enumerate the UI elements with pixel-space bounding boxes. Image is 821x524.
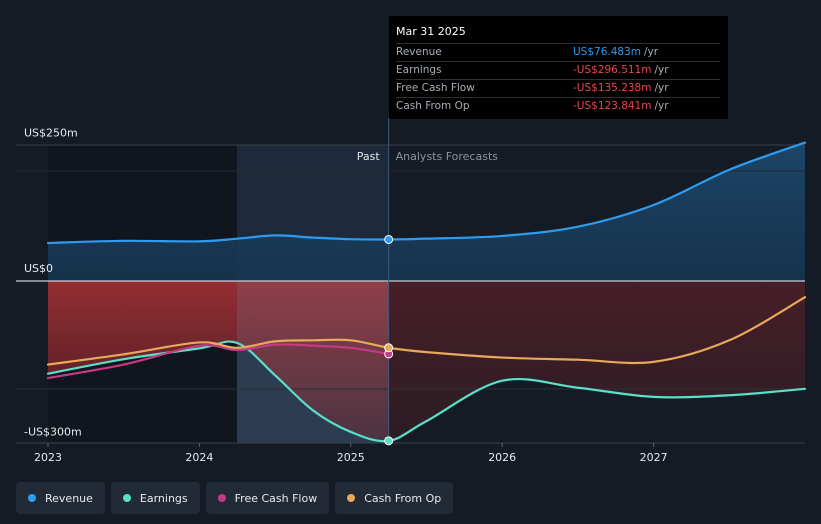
legend: Revenue Earnings Free Cash Flow Cash Fro… (16, 482, 454, 514)
free-cash-flow-line (46, 343, 390, 380)
legend-label: Revenue (45, 491, 93, 505)
tooltip-unit: /yr (654, 100, 669, 112)
legend-item-free-cash-flow[interactable]: Free Cash Flow (205, 482, 330, 514)
tooltip-label: Revenue (396, 46, 442, 58)
y-axis-label: -US$300m (24, 426, 82, 439)
tooltip-unit: /yr (654, 82, 669, 94)
tooltip-label: Cash From Op (396, 100, 470, 112)
x-tick-label: 2026 (488, 451, 516, 464)
tooltip-value: -US$296.511m (573, 64, 652, 76)
forecast-label: Analysts Forecasts (396, 150, 499, 163)
earnings-line (46, 340, 807, 443)
past-label: Past (357, 150, 381, 163)
legend-dot-icon (347, 494, 356, 502)
legend-label: Earnings (139, 491, 188, 505)
x-tick-label: 2025 (337, 451, 365, 464)
x-tick-label: 2027 (640, 451, 668, 464)
past-highlight-overlay (237, 281, 389, 443)
revenue-area (48, 142, 805, 281)
y-axis-label: US$0 (24, 262, 53, 275)
revenue-marker (384, 234, 394, 244)
x-tick-label: 2024 (185, 451, 213, 464)
x-tick-label: 2023 (34, 451, 62, 464)
earnings-marker (384, 436, 394, 446)
legend-dot-icon (217, 494, 226, 502)
tooltip-value: -US$123.841m (573, 100, 652, 112)
legend-label: Cash From Op (364, 491, 442, 505)
legend-item-revenue[interactable]: Revenue (16, 482, 105, 514)
tooltip-date: Mar 31 2025 (396, 25, 466, 38)
y-axis-label: US$250m (24, 126, 78, 139)
legend-item-cash-from-op[interactable]: Cash From Op (335, 482, 454, 514)
legend-dot-icon (122, 494, 131, 502)
tooltip-label: Free Cash Flow (396, 82, 475, 94)
legend-dot-icon (28, 494, 36, 502)
legend-item-earnings[interactable]: Earnings (110, 482, 200, 514)
tooltip-unit: /yr (644, 46, 659, 58)
tooltip-label: Earnings (396, 64, 442, 76)
tooltip: Mar 31 2025 Revenue US$76.483m /yr Earni… (389, 16, 728, 119)
revenue-line (46, 141, 807, 245)
cash-from-op-marker (384, 343, 394, 353)
legend-label: Free Cash Flow (234, 491, 318, 505)
tooltip-value: -US$135.238m (573, 82, 652, 94)
tooltip-value: US$76.483m (573, 46, 641, 58)
tooltip-unit: /yr (654, 64, 669, 76)
tooltip-row-revenue: Revenue US$76.483m /yr (396, 43, 720, 61)
cash-from-op-line (46, 296, 807, 366)
tooltip-row-cash-from-op: Cash From Op -US$123.841m /yr (396, 97, 720, 115)
tooltip-row-earnings: Earnings -US$296.511m /yr (396, 61, 720, 79)
tooltip-row-free-cash-flow: Free Cash Flow -US$135.238m /yr (396, 79, 720, 97)
